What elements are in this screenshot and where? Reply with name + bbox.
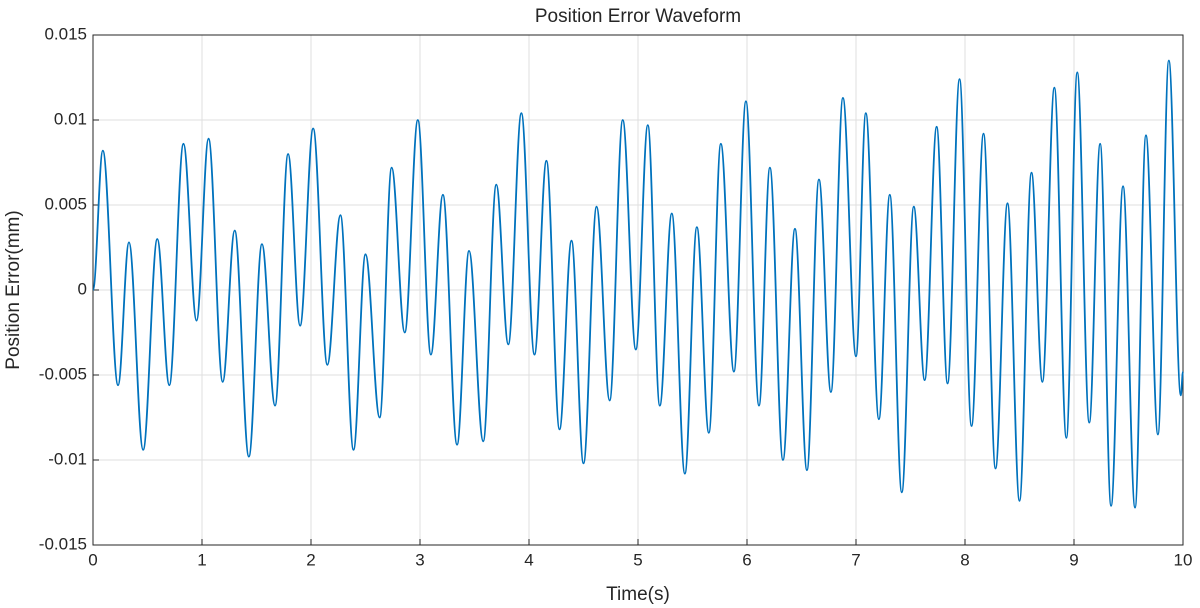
y-axis-label: Position Error(mm): [3, 210, 24, 369]
y-tick-label: 0.01: [54, 109, 87, 128]
y-tick-label: 0.015: [44, 24, 87, 43]
line-series: [92, 59, 1184, 509]
x-tick-label: 8: [960, 550, 969, 569]
x-tick-label: 4: [524, 550, 533, 569]
y-tick-label: 0: [78, 279, 87, 298]
y-tick-label: 0.005: [44, 194, 87, 213]
y-tick-label: -0.01: [48, 449, 87, 468]
x-axis-label: Time(s): [606, 584, 670, 605]
x-tick-label: 9: [1069, 550, 1078, 569]
x-tick-label: 1: [197, 550, 206, 569]
x-tick-label: 0: [88, 550, 97, 569]
x-tick-label: 3: [415, 550, 424, 569]
x-tick-label: 10: [1174, 550, 1193, 569]
x-tick-label: 7: [851, 550, 860, 569]
y-tick-label: -0.015: [39, 534, 87, 553]
y-tick-label: -0.005: [39, 364, 87, 383]
x-tick-label: 5: [633, 550, 642, 569]
x-tick-label: 6: [742, 550, 751, 569]
x-tick-label: 2: [306, 550, 315, 569]
chart-title: Position Error Waveform: [535, 6, 741, 27]
